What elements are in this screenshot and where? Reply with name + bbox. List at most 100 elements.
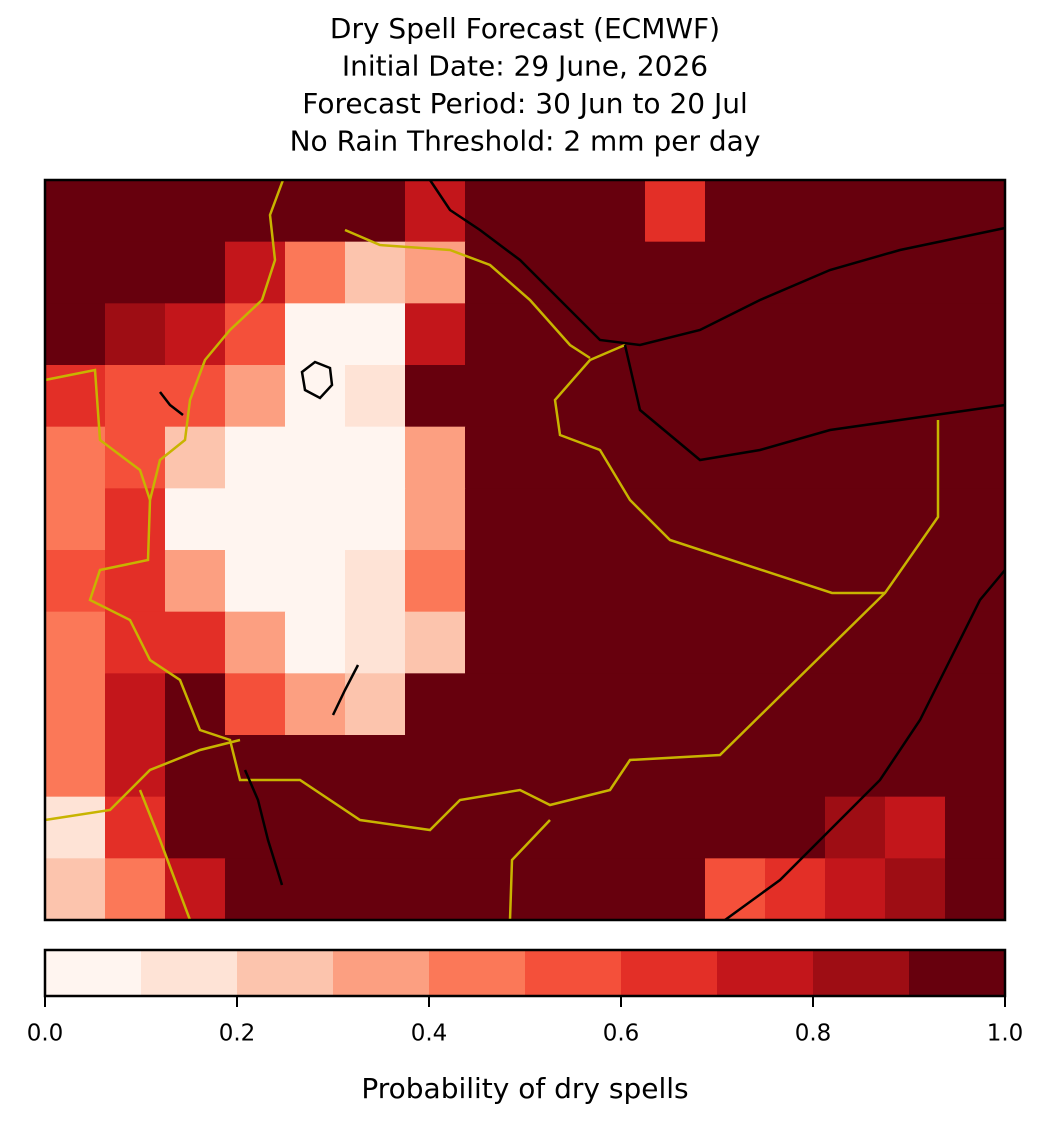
grid-cell	[165, 303, 226, 366]
grid-cell	[345, 673, 406, 736]
grid-cell	[645, 550, 706, 613]
grid-cell	[945, 611, 1006, 674]
grid-cell	[465, 241, 526, 304]
grid-cell	[765, 673, 826, 736]
grid-cell	[525, 303, 586, 366]
grid-cell	[585, 611, 646, 674]
grid-cell	[165, 365, 226, 428]
tick-label: 0.8	[795, 1021, 832, 1047]
colorbar-label: Probability of dry spells	[361, 1072, 688, 1105]
grid-cell	[165, 426, 226, 489]
grid-cell	[765, 303, 826, 366]
chart-title: Dry Spell Forecast (ECMWF)	[330, 12, 720, 45]
grid-cell	[405, 241, 466, 304]
grid-cell	[525, 180, 586, 243]
grid-cell	[525, 858, 586, 921]
grid-cell	[225, 611, 286, 674]
colorbar-block	[621, 950, 718, 996]
grid-cell	[645, 858, 706, 921]
lake	[300, 360, 334, 400]
grid-cell	[585, 673, 646, 736]
grid-cell	[105, 858, 166, 921]
chart-title: Initial Date: 29 June, 2026	[342, 50, 708, 83]
grid-cell	[645, 365, 706, 428]
grid-cell	[405, 180, 466, 243]
grid-cell	[285, 735, 346, 798]
grid-cell	[285, 796, 346, 859]
colorbar-block	[429, 950, 526, 996]
colorbar	[45, 950, 1006, 996]
grid-cell	[105, 241, 166, 304]
grid-cell	[165, 673, 226, 736]
grid-cell	[465, 303, 526, 366]
border	[88, 179, 940, 832]
grid-cell	[225, 303, 286, 366]
grid-cell	[585, 180, 646, 243]
grid-cell	[645, 303, 706, 366]
grid-cell	[825, 796, 886, 859]
grid-cell	[45, 796, 106, 859]
grid-cell	[45, 180, 106, 243]
grid-cell	[345, 796, 406, 859]
lake	[331, 664, 360, 716]
grid-cell	[165, 858, 226, 921]
colorbar-block	[45, 950, 142, 996]
grid-cell	[285, 550, 346, 613]
grid-cell	[765, 735, 826, 798]
border	[508, 819, 551, 921]
grid-cell	[345, 241, 406, 304]
grid-cell	[585, 365, 646, 428]
border	[138, 789, 192, 921]
grid-cell	[105, 673, 166, 736]
grid-cell	[525, 550, 586, 613]
grid-cell	[585, 241, 646, 304]
grid-cell	[285, 488, 346, 551]
grid-cell	[225, 180, 286, 243]
grid-cell	[825, 673, 886, 736]
grid-cell	[585, 858, 646, 921]
border	[44, 368, 152, 501]
grid-cell	[405, 365, 466, 428]
grid-cell	[825, 241, 886, 304]
grid-cell	[585, 550, 646, 613]
grid-cell	[705, 858, 766, 921]
grid-cell	[225, 858, 286, 921]
grid-cell	[165, 180, 226, 243]
border	[553, 343, 885, 595]
grid-cell	[705, 611, 766, 674]
grid-cell	[465, 488, 526, 551]
grid-cell	[705, 796, 766, 859]
grid-cell	[225, 365, 286, 428]
grid-cell	[465, 611, 526, 674]
grid-cell	[285, 611, 346, 674]
grid-cell	[165, 550, 226, 613]
grid-cell	[705, 241, 766, 304]
chart-title: Forecast Period: 30 Jun to 20 Jul	[302, 87, 748, 120]
grid-cell	[885, 426, 946, 489]
grid-cell	[105, 550, 166, 613]
grid-cell	[945, 180, 1006, 243]
grid-cell	[105, 180, 166, 243]
grid-cell	[165, 241, 226, 304]
grid-cell	[945, 735, 1006, 798]
grid-cell	[405, 488, 466, 551]
colorbar-block	[141, 950, 238, 996]
grid-cell	[585, 488, 646, 551]
grid-cell	[405, 303, 466, 366]
grid-cell	[765, 858, 826, 921]
grid-cell	[825, 735, 886, 798]
grid-cell	[825, 180, 886, 243]
map-grid	[45, 180, 1006, 921]
grid-cell	[225, 673, 286, 736]
grid-cell	[105, 426, 166, 489]
grid-cell	[285, 241, 346, 304]
grid-cell	[45, 488, 106, 551]
tick-label: 0.0	[27, 1021, 64, 1047]
grid-cell	[885, 735, 946, 798]
colorbar-block	[813, 950, 910, 996]
colorbar-block	[237, 950, 334, 996]
coastline	[623, 344, 1006, 462]
grid-cell	[645, 735, 706, 798]
grid-cell	[585, 796, 646, 859]
